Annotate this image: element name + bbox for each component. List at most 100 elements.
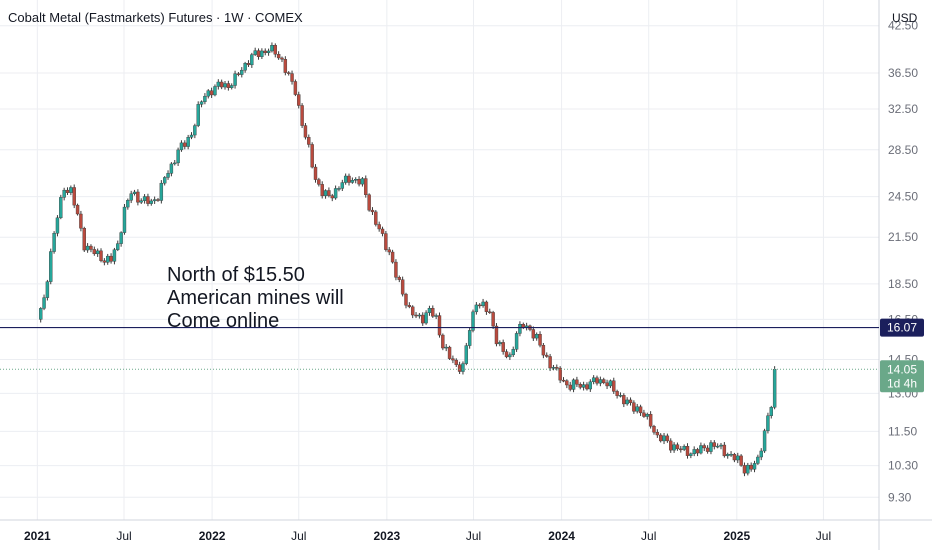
candle-body-down xyxy=(310,144,314,168)
candle xyxy=(729,451,733,457)
candle xyxy=(159,180,164,204)
time-tick-label: Jul xyxy=(291,529,306,543)
candle-body-up xyxy=(444,346,448,349)
time-axis[interactable]: 2021 Jul 2022 Jul 2023 Jul 2024 Jul 2025 Jul xyxy=(24,529,831,543)
candle xyxy=(494,323,499,347)
candle xyxy=(648,411,653,429)
candle xyxy=(323,189,328,199)
candle-body-up xyxy=(129,193,133,201)
candle xyxy=(243,61,247,73)
candle-body-up xyxy=(354,178,358,181)
price-tick-label: 28.50 xyxy=(888,143,918,157)
candle-body-down xyxy=(357,178,361,185)
candle-body-up xyxy=(119,232,123,244)
horizontal-level-line[interactable]: 16.07 xyxy=(0,318,924,337)
candle-body-up xyxy=(467,330,472,346)
candle xyxy=(317,177,321,187)
candle-body-down xyxy=(246,62,251,66)
candle-body-up xyxy=(635,406,639,412)
candle-body-up xyxy=(240,69,244,75)
candle-body-up xyxy=(427,308,432,313)
candle xyxy=(732,452,737,463)
candle-body-down xyxy=(313,166,318,180)
candle-body-down xyxy=(655,432,660,436)
candle-body-down xyxy=(675,444,680,450)
bar-countdown: 1d 4h xyxy=(887,376,917,390)
candle-body-down xyxy=(99,250,103,261)
candle-body-down xyxy=(394,261,398,278)
candle xyxy=(689,452,693,459)
price-tick-label: 10.30 xyxy=(888,459,918,473)
candle-body-up xyxy=(260,50,264,57)
candle-body-up xyxy=(464,345,469,364)
candle xyxy=(585,382,589,391)
candle xyxy=(219,79,224,90)
candle xyxy=(407,302,412,309)
candle-body-up xyxy=(199,101,204,105)
candle xyxy=(203,93,207,105)
candle xyxy=(591,375,596,385)
candle xyxy=(79,210,83,232)
candle-body-down xyxy=(109,255,113,262)
candle xyxy=(464,342,469,366)
candle xyxy=(256,48,261,60)
candle xyxy=(571,378,576,393)
candle-body-down xyxy=(531,329,536,339)
candle xyxy=(199,100,204,108)
candle xyxy=(508,352,512,360)
candle xyxy=(705,445,710,454)
candle-body-down xyxy=(491,312,495,327)
currency-label[interactable]: USD xyxy=(892,11,918,25)
candle xyxy=(444,344,448,352)
candle xyxy=(726,452,730,459)
candle-body-up xyxy=(189,134,194,138)
candle-body-down xyxy=(286,72,291,74)
candle-body-down xyxy=(407,305,412,308)
candle-body-down xyxy=(705,447,710,452)
candle xyxy=(481,298,485,308)
annotation-text[interactable]: North of $15.50 American mines will Come… xyxy=(167,264,344,332)
candle xyxy=(692,446,696,457)
candle xyxy=(149,198,153,206)
candle xyxy=(642,409,646,418)
candle xyxy=(69,185,73,196)
candle-body-up xyxy=(122,206,127,233)
candle xyxy=(739,454,743,467)
candle xyxy=(223,81,227,90)
candle-body-up xyxy=(746,464,750,474)
candle xyxy=(236,72,241,77)
candle xyxy=(672,442,676,453)
candle xyxy=(632,400,636,414)
candle-body-up xyxy=(55,217,60,234)
candle xyxy=(578,382,582,390)
candle-body-up xyxy=(736,455,740,461)
candle xyxy=(514,331,519,352)
candle xyxy=(357,176,361,187)
candle xyxy=(116,240,120,252)
candle xyxy=(762,428,767,453)
candle-body-up xyxy=(752,463,757,470)
candle xyxy=(602,377,606,385)
candle-body-down xyxy=(488,311,492,313)
candle-body-up xyxy=(581,384,586,388)
candle xyxy=(498,340,502,347)
candle-body-down xyxy=(400,279,405,295)
candle-body-down xyxy=(297,94,301,106)
candle xyxy=(213,84,217,97)
candle xyxy=(598,376,603,387)
candle-body-down xyxy=(320,184,324,197)
candle xyxy=(441,333,445,351)
candle-body-up xyxy=(343,175,348,183)
candle xyxy=(126,198,130,210)
candle-body-up xyxy=(709,442,713,452)
candle-body-down xyxy=(665,435,670,442)
candle-body-up xyxy=(471,311,475,331)
candle-body-down xyxy=(679,448,683,451)
candle-body-up xyxy=(132,191,137,194)
candle-body-up xyxy=(45,281,50,298)
candle xyxy=(186,134,190,150)
candle xyxy=(451,355,455,364)
candle xyxy=(390,249,395,264)
